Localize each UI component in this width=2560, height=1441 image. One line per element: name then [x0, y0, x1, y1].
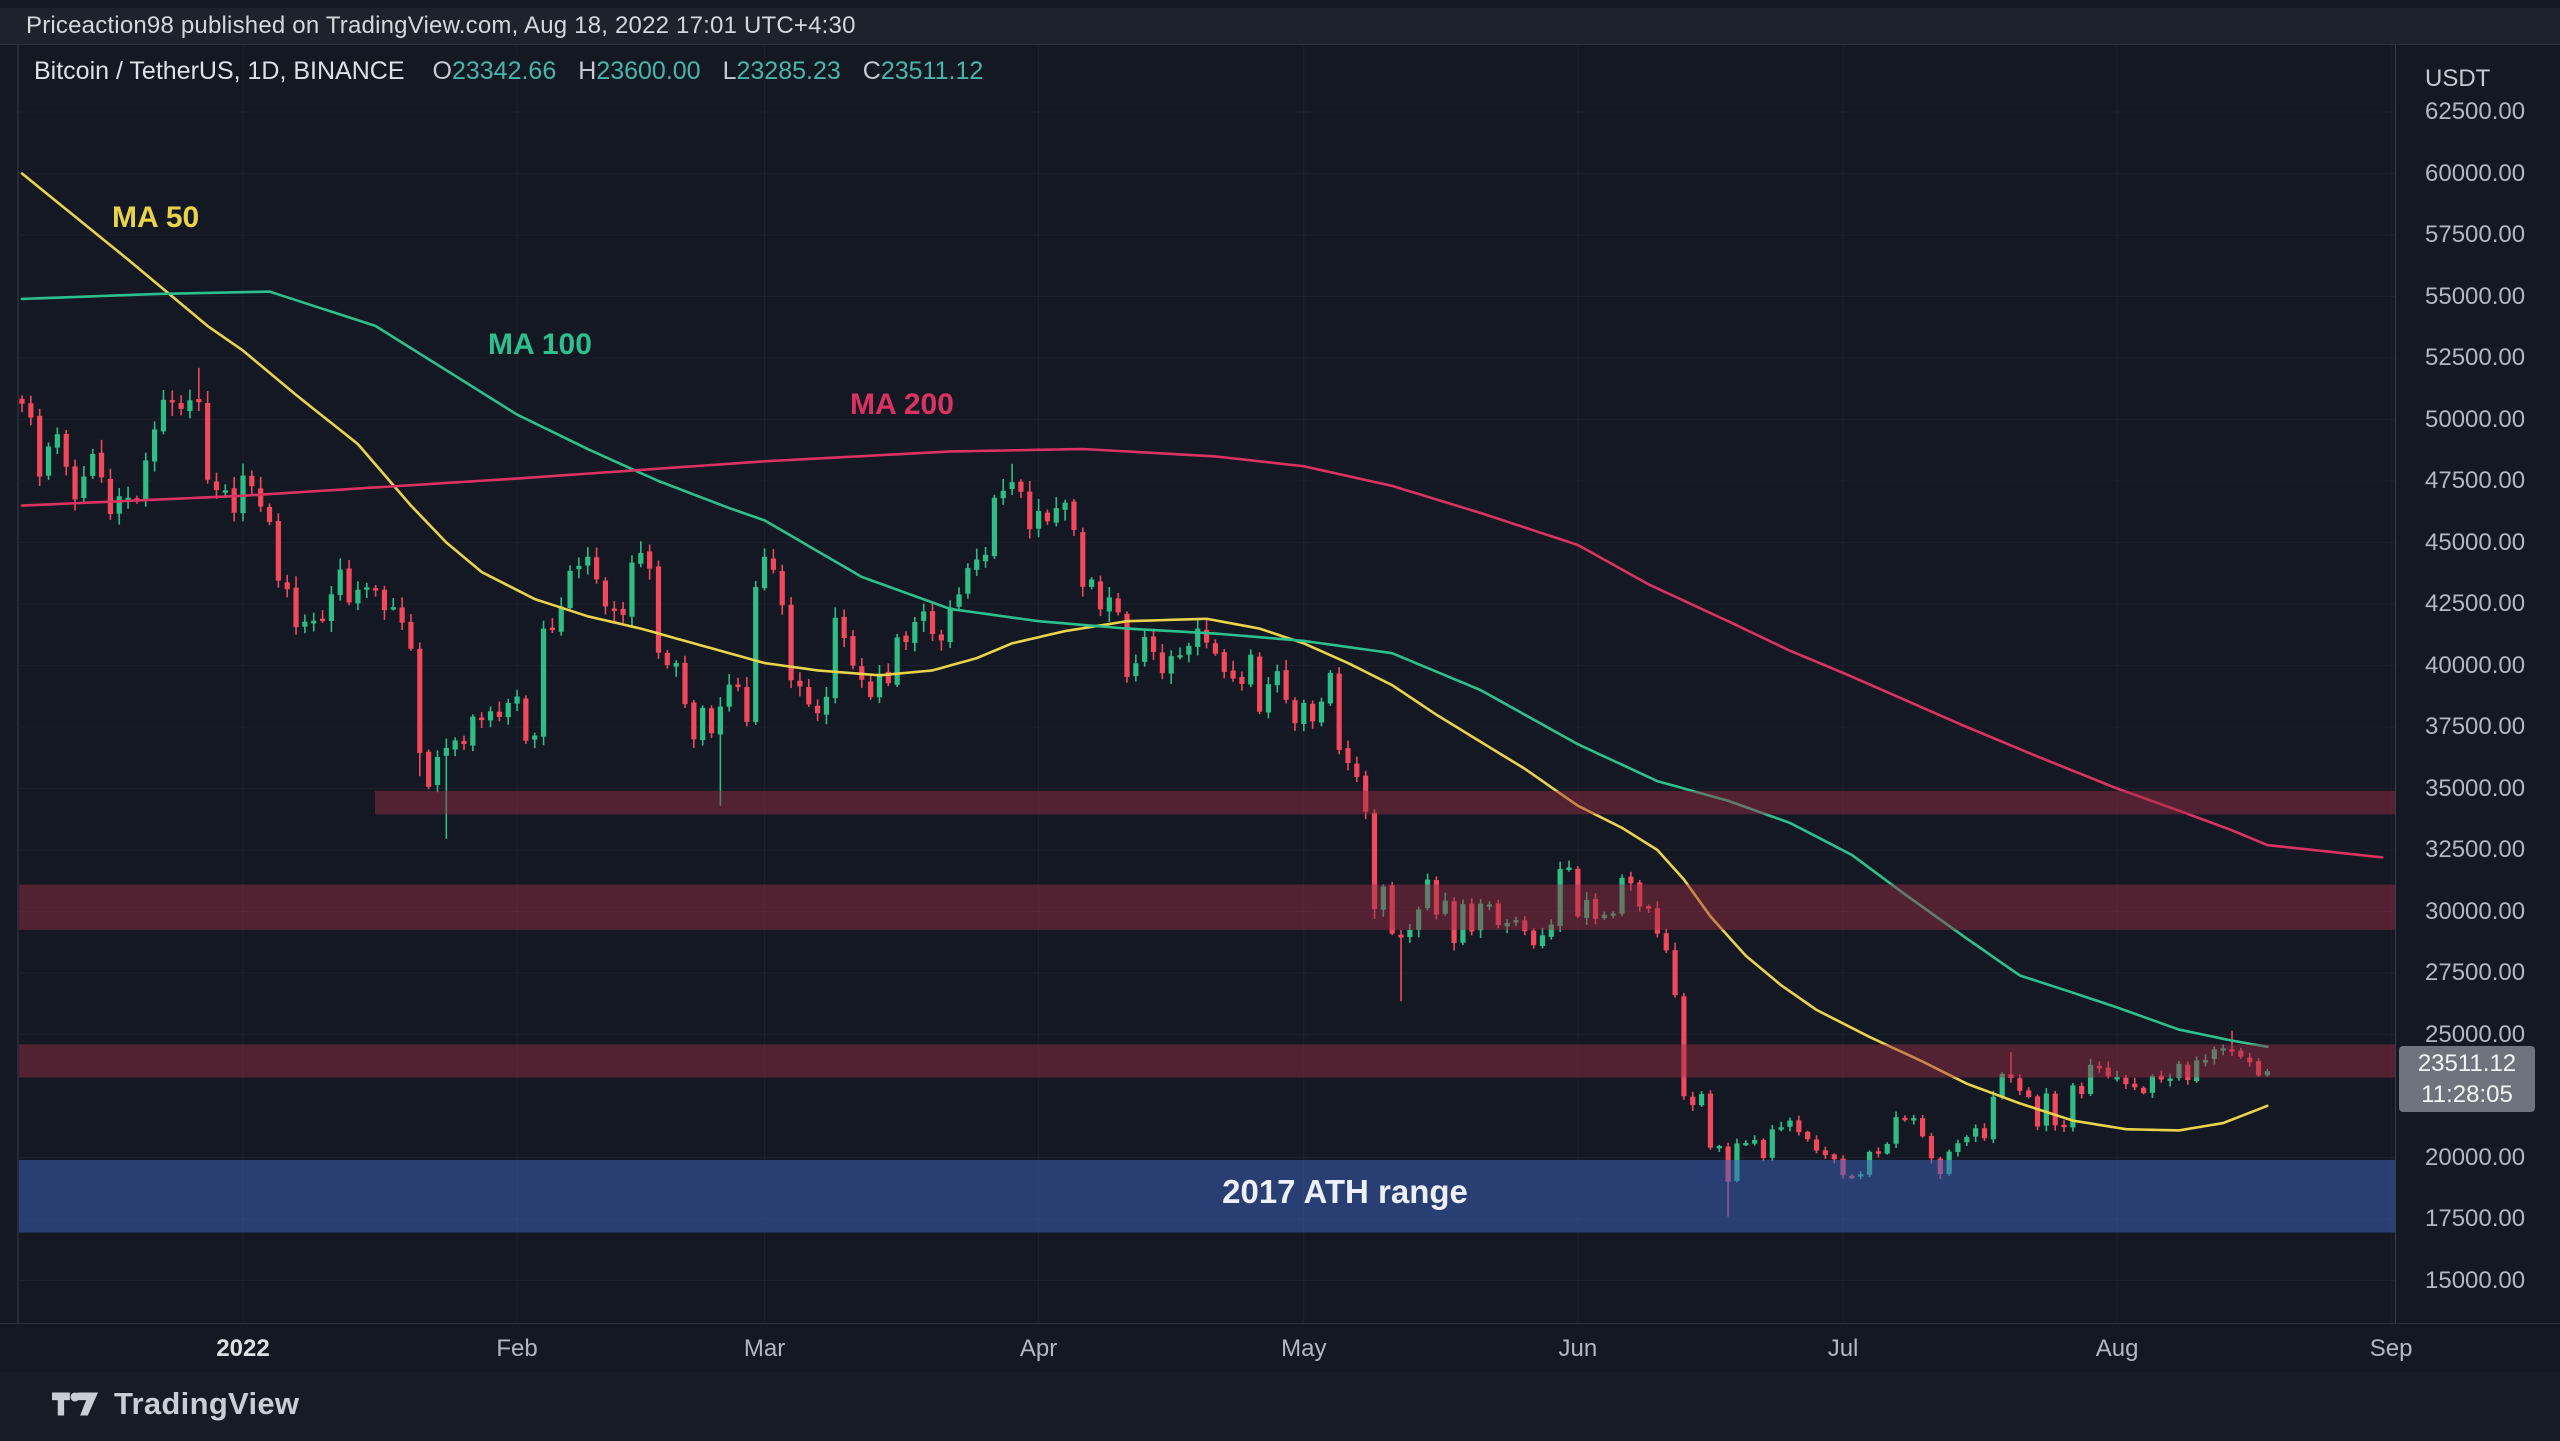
price-tick-20000: 20000.00	[2425, 1143, 2526, 1171]
price-tick-50000: 50000.00	[2425, 405, 2526, 433]
price-tick-17500: 17500.00	[2425, 1205, 2526, 1232]
tradingview-logo-text: TradingView	[114, 1386, 300, 1421]
tradingview-logo-icon	[52, 1392, 98, 1416]
ohlc-o: O23342.66	[432, 57, 557, 85]
time-tick-may: May	[1281, 1335, 1327, 1362]
attribution-text: Priceaction98 published on TradingView.c…	[26, 12, 856, 39]
price-tick-37500: 37500.00	[2425, 713, 2526, 740]
candles	[19, 367, 2270, 1217]
time-tick-feb: Feb	[496, 1335, 538, 1362]
bar-countdown-timer: 11:28:05	[2421, 1081, 2513, 1108]
symbol-header: Bitcoin / TetherUS, 1D, BINANCE O23342.6…	[34, 57, 983, 86]
symbol-title: Bitcoin / TetherUS, 1D, BINANCE	[34, 57, 405, 85]
ohlc-c: C23511.12	[862, 57, 984, 85]
price-axis-currency-label: USDT	[2425, 65, 2491, 92]
band-resistance-23000-24600	[18, 1044, 2395, 1078]
time-tick-sep: Sep	[2369, 1335, 2413, 1362]
grid-lines	[18, 45, 2395, 1323]
price-tick-27500: 27500.00	[2425, 959, 2526, 986]
time-tick-jun: Jun	[1558, 1335, 1598, 1362]
price-tick-47500: 47500.00	[2425, 467, 2526, 494]
time-tick-apr: Apr	[1019, 1335, 1058, 1362]
ma-label-ma-50: MA 50	[112, 201, 200, 234]
price-tick-42500: 42500.00	[2425, 590, 2526, 617]
ohlc-values: O23342.66 H23600.00 L23285.23 C23511.12	[433, 57, 984, 86]
price-tick-35000: 35000.00	[2425, 774, 2526, 802]
ma-label-ma-200: MA 200	[850, 388, 954, 421]
band-resistance-34000-35000	[375, 790, 2395, 815]
price-tick-52500: 52500.00	[2425, 344, 2526, 371]
price-tick-25000: 25000.00	[2425, 1020, 2526, 1048]
price-tick-55000: 55000.00	[2425, 282, 2526, 310]
tradingview-logo[interactable]: TradingView	[52, 1386, 299, 1422]
band-support-2017-ath-range	[18, 1159, 2395, 1233]
band-resistance-29000-31000	[18, 884, 2395, 930]
ohlc-l: L23285.23	[722, 57, 841, 85]
time-tick-aug: Aug	[2095, 1335, 2139, 1362]
ma-line-ma-200	[20, 447, 2384, 859]
price-axis[interactable]: USDT 62500.00 60000.00 57500.00 55000.00 525…	[2395, 45, 2560, 1371]
candlestick-chart-canvas[interactable]	[0, 45, 2560, 1371]
last-price-value: 23511.12	[2417, 1050, 2517, 1077]
last-price-label: 23511.12 11:28:05	[2399, 1046, 2535, 1112]
time-tick-jul: Jul	[1827, 1335, 1859, 1362]
price-tick-45000: 45000.00	[2425, 528, 2526, 556]
chart-pane[interactable]	[18, 45, 2395, 1323]
ma-line-ma-100	[20, 290, 2269, 1049]
time-axis[interactable]: 2022 Feb Mar Apr May Jun Jul Aug Sep	[0, 1323, 2560, 1373]
price-tick-62500: 62500.00	[2425, 98, 2526, 125]
page-footer: TradingView	[0, 1372, 2560, 1441]
ohlc-h: H23600.00	[578, 57, 701, 85]
ma-line-ma-50	[20, 172, 2269, 1132]
price-tick-30000: 30000.00	[2425, 897, 2526, 925]
price-tick-32500: 32500.00	[2425, 836, 2526, 863]
time-tick-2022: 2022	[216, 1335, 270, 1362]
chart-frame: Bitcoin / TetherUS, 1D, BINANCE O23342.6…	[0, 45, 2560, 1373]
price-tick-60000: 60000.00	[2425, 159, 2526, 187]
price-tick-57500: 57500.00	[2425, 221, 2526, 248]
price-tick-40000: 40000.00	[2425, 651, 2526, 679]
ath-range-label: 2017 ATH range	[1222, 1173, 1468, 1210]
time-tick-mar: Mar	[743, 1335, 786, 1362]
ma-label-ma-100: MA 100	[488, 328, 592, 361]
attribution-bar: Priceaction98 published on TradingView.c…	[0, 8, 2560, 45]
price-tick-15000: 15000.00	[2425, 1266, 2526, 1294]
